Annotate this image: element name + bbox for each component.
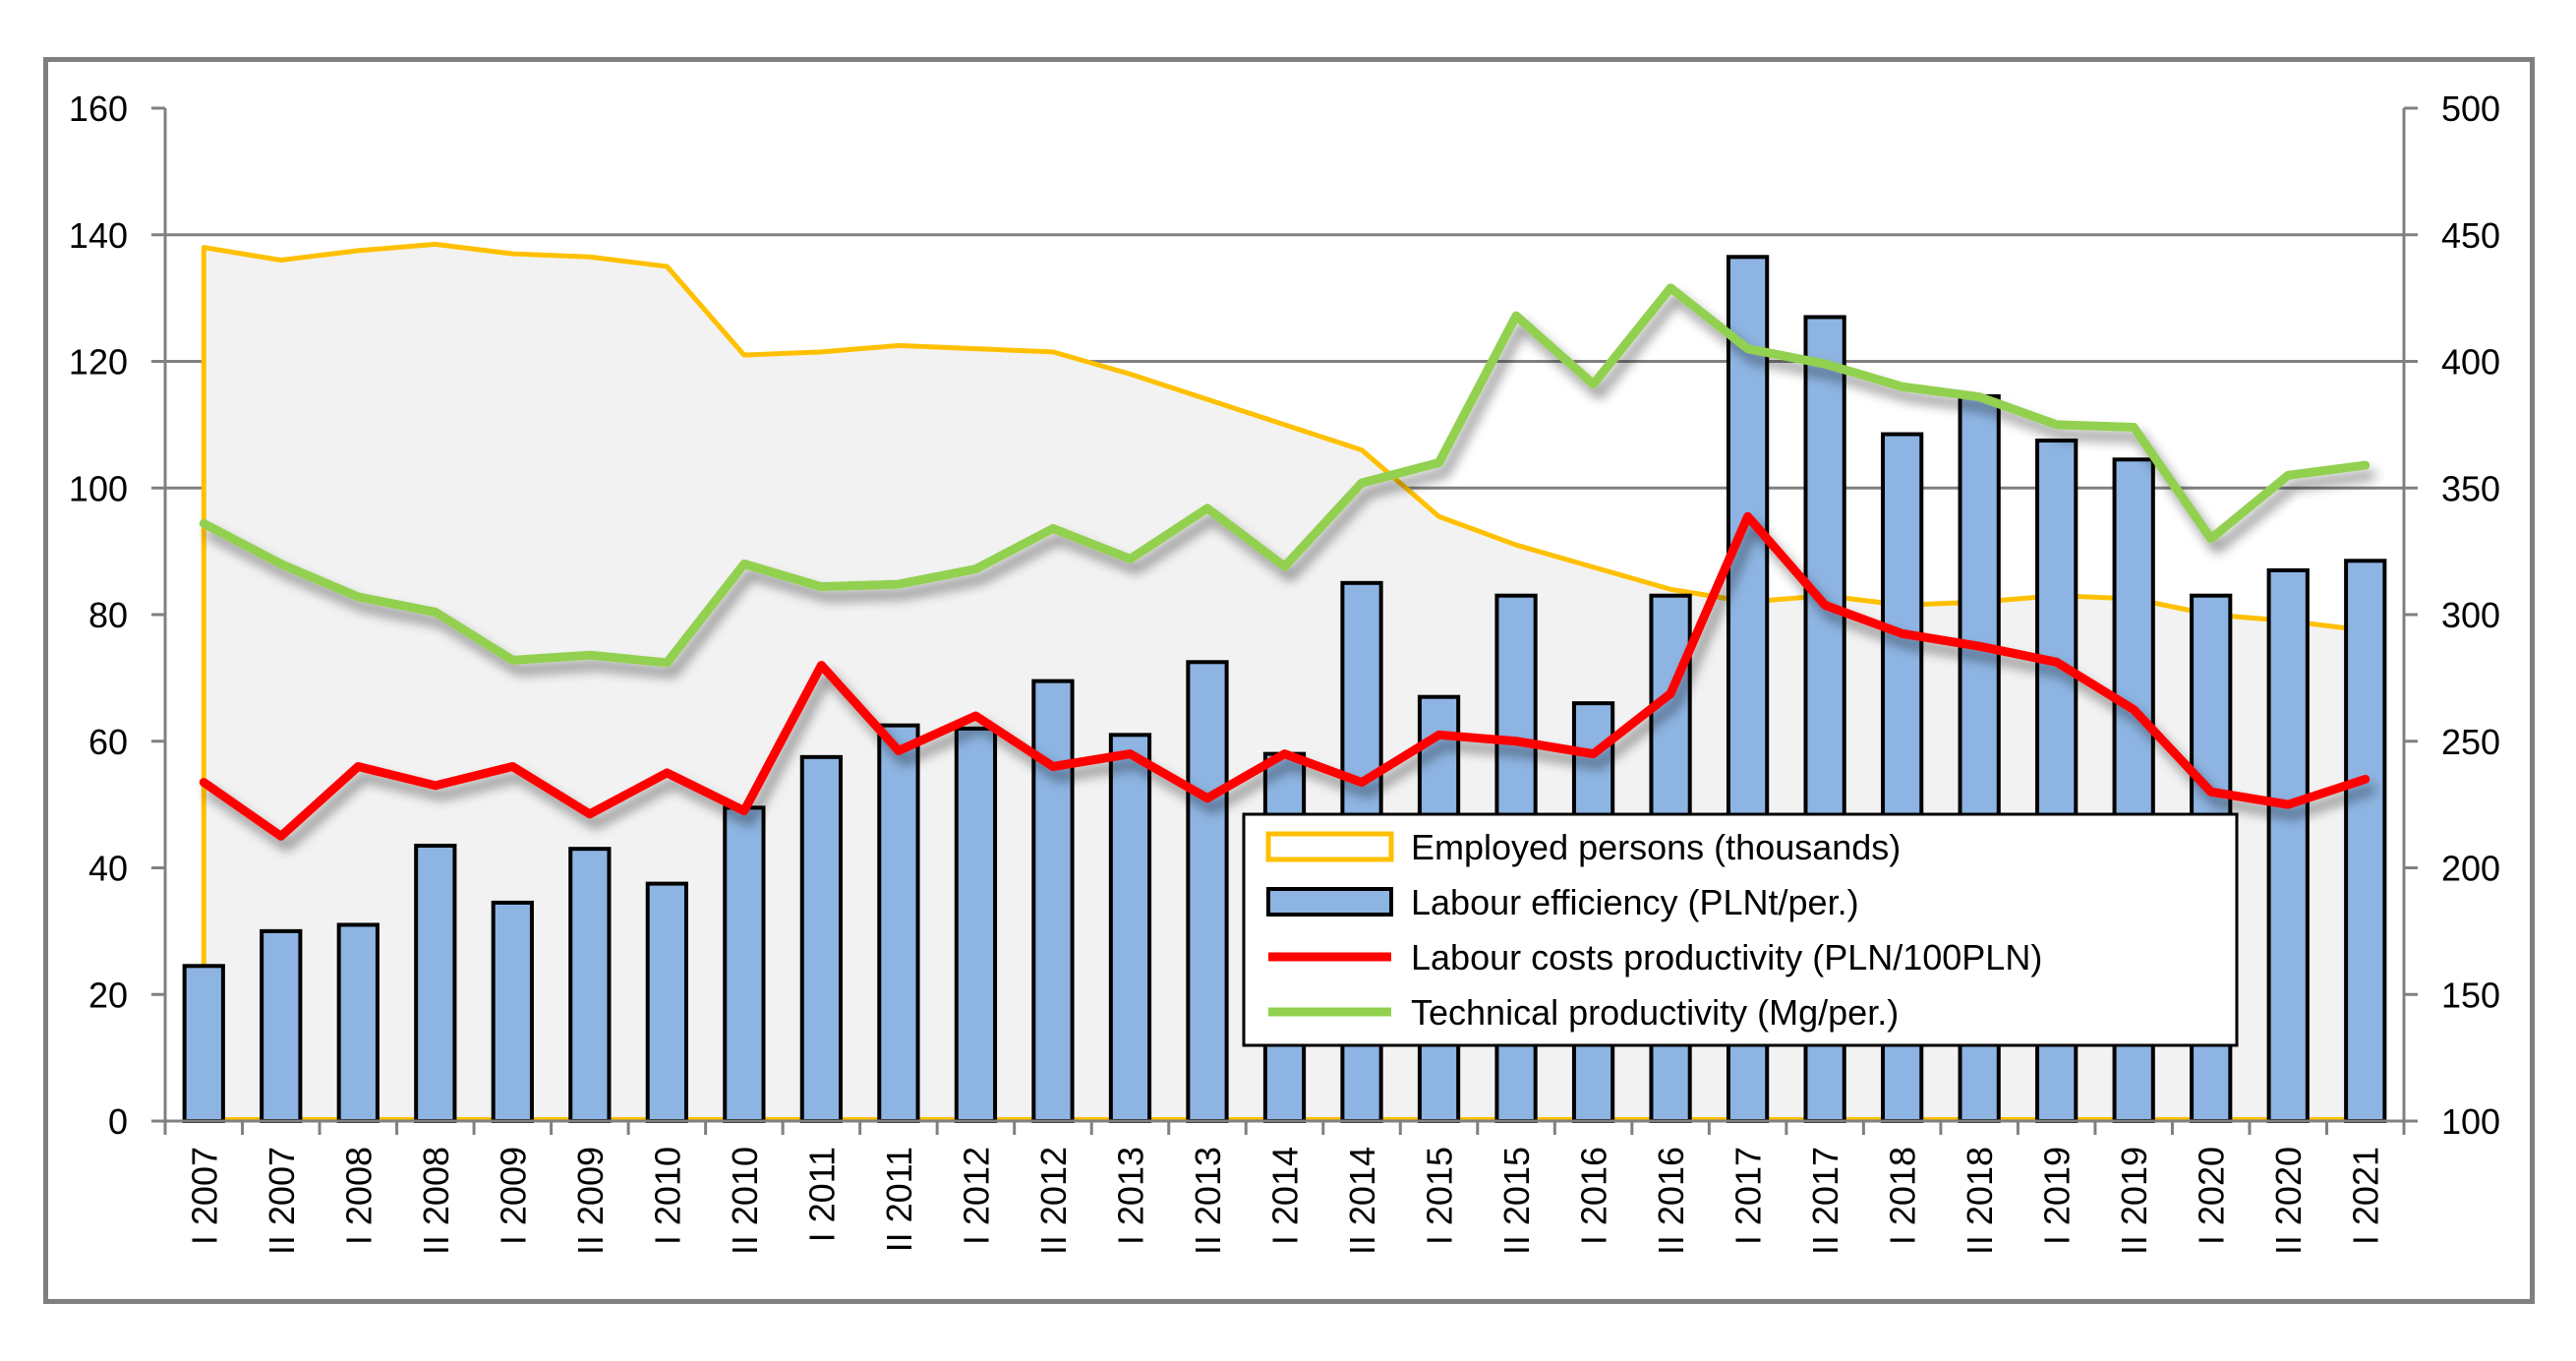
x-tick-label: II 2019 — [2114, 1147, 2154, 1255]
right-tick-label: 300 — [2441, 595, 2500, 635]
legend-label: Technical productivity (Mg/per.) — [1411, 992, 1899, 1033]
efficiency-bar — [1108, 733, 1152, 1123]
left-tick-label: 120 — [69, 342, 128, 383]
efficiency-bar — [260, 928, 303, 1123]
x-tick-label: I 2018 — [1883, 1147, 1923, 1245]
left-tick-label: 20 — [88, 975, 128, 1015]
left-tick-label: 80 — [88, 595, 128, 635]
x-tick-label: II 2012 — [1033, 1147, 1074, 1255]
x-tick-label: II 2017 — [1805, 1147, 1845, 1255]
efficiency-bar — [645, 881, 688, 1123]
x-tick-label: I 2010 — [647, 1147, 687, 1245]
x-tick-label: II 2013 — [1188, 1147, 1228, 1255]
x-tick-label: II 2015 — [1496, 1147, 1537, 1255]
legend-label: Employed persons (thousands) — [1411, 827, 1901, 867]
right-tick-label: 400 — [2441, 342, 2500, 383]
efficiency-bar — [568, 847, 612, 1123]
right-tick-label: 350 — [2441, 468, 2500, 508]
legend-box — [1242, 812, 2239, 1047]
efficiency-bar — [2344, 559, 2387, 1123]
efficiency-bar — [799, 754, 844, 1123]
left-tick-label: 0 — [108, 1101, 128, 1142]
left-tick-label: 160 — [69, 89, 128, 129]
right-tick-label: 250 — [2441, 722, 2500, 762]
legend-swatch-efficiency — [1266, 887, 1393, 917]
x-tick-label: II 2016 — [1651, 1147, 1691, 1255]
x-tick-label: I 2007 — [184, 1147, 224, 1245]
labour-costs-productivity-line — [199, 511, 2371, 841]
x-tick-label: I 2015 — [1420, 1147, 1460, 1245]
x-tick-label: I 2012 — [956, 1147, 996, 1245]
x-tick-label: II 2014 — [1342, 1147, 1382, 1255]
efficiency-bar — [336, 922, 380, 1123]
efficiency-bar — [1186, 660, 1229, 1123]
right-tick-label: 450 — [2441, 215, 2500, 256]
left-tick-label: 40 — [88, 849, 128, 889]
x-tick-label: II 2011 — [879, 1147, 919, 1252]
x-tick-label: II 2018 — [1960, 1147, 2000, 1255]
efficiency-bar — [954, 726, 998, 1123]
x-tick-label: I 2008 — [338, 1147, 379, 1245]
x-tick-label: I 2011 — [801, 1147, 842, 1242]
efficiency-bar — [723, 805, 766, 1123]
legend-swatch-employed — [1265, 831, 1394, 862]
x-tick-label: I 2013 — [1110, 1147, 1150, 1245]
x-tick-label: I 2020 — [2192, 1147, 2232, 1245]
x-tick-label: II 2007 — [262, 1147, 302, 1255]
x-tick-label: I 2014 — [1265, 1147, 1306, 1245]
x-tick-label: II 2020 — [2268, 1147, 2309, 1255]
right-tick-label: 200 — [2441, 849, 2500, 889]
x-tick-label: I 2017 — [1728, 1147, 1769, 1245]
efficiency-bar — [182, 964, 225, 1123]
right-tick-label: 500 — [2441, 89, 2500, 129]
efficiency-bar — [877, 723, 920, 1123]
left-tick-label: 60 — [88, 722, 128, 762]
x-tick-label: II 2010 — [725, 1147, 765, 1255]
x-tick-label: I 2021 — [2346, 1147, 2386, 1245]
efficiency-bar — [414, 843, 457, 1123]
legend-label: Labour costs productivity (PLN/100PLN) — [1411, 937, 2042, 977]
x-tick-label: II 2009 — [570, 1147, 611, 1255]
right-tick-label: 100 — [2441, 1101, 2500, 1142]
efficiency-bar — [491, 900, 534, 1123]
x-tick-label: I 2016 — [1574, 1147, 1614, 1245]
technical-productivity-line — [199, 283, 2371, 668]
x-tick-label: II 2008 — [416, 1147, 456, 1255]
left-tick-label: 140 — [69, 215, 128, 256]
efficiency-bar — [1031, 679, 1075, 1123]
legend: Employed persons (thousands) Labour effic… — [1242, 812, 2239, 1047]
x-tick-label: I 2019 — [2037, 1147, 2078, 1245]
left-tick-label: 100 — [69, 468, 128, 508]
efficiency-bar — [2266, 567, 2310, 1123]
legend-label: Labour efficiency (PLNt/per.) — [1411, 882, 1859, 922]
right-tick-label: 150 — [2441, 975, 2500, 1015]
x-tick-label: I 2009 — [493, 1147, 533, 1245]
